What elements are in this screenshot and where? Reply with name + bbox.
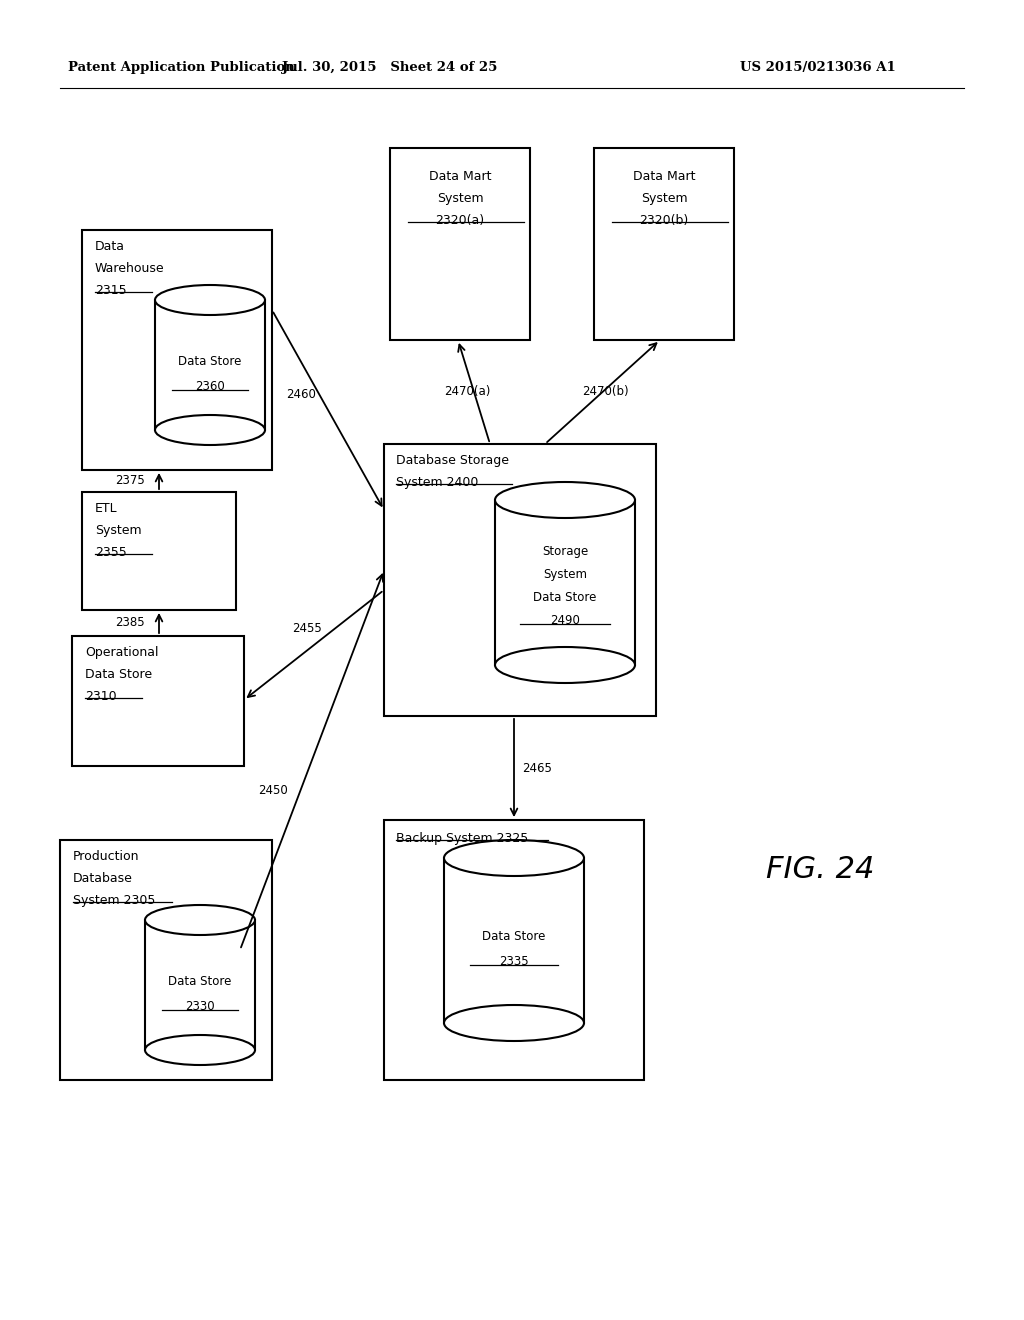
Text: Operational: Operational [85, 645, 159, 659]
Text: Data: Data [95, 240, 125, 253]
Bar [155, 300, 265, 430]
Text: 2375: 2375 [115, 474, 144, 487]
Text: Storage: Storage [542, 545, 588, 558]
Text: Database: Database [73, 873, 133, 884]
Text: Data Mart: Data Mart [429, 170, 492, 183]
Bar [384, 444, 656, 715]
Text: Data Store: Data Store [482, 931, 546, 942]
Text: System: System [95, 524, 141, 537]
Bar [495, 500, 635, 665]
Text: 2360: 2360 [196, 380, 225, 393]
Text: System 2305: System 2305 [73, 894, 156, 907]
Bar [82, 492, 236, 610]
Text: 2465: 2465 [522, 762, 552, 775]
Text: System: System [436, 191, 483, 205]
Bar [72, 636, 244, 766]
Text: 2355: 2355 [95, 546, 127, 558]
Bar [60, 840, 272, 1080]
Text: Data Mart: Data Mart [633, 170, 695, 183]
Text: 2310: 2310 [85, 690, 117, 704]
Text: FIG. 24: FIG. 24 [766, 855, 874, 884]
Text: System 2400: System 2400 [396, 477, 478, 488]
Text: 2460: 2460 [286, 388, 315, 401]
Text: Jul. 30, 2015   Sheet 24 of 25: Jul. 30, 2015 Sheet 24 of 25 [283, 62, 498, 74]
Text: Backup System 2325: Backup System 2325 [396, 832, 528, 845]
Text: 2450: 2450 [258, 784, 288, 796]
Text: Warehouse: Warehouse [95, 261, 165, 275]
Text: 2330: 2330 [185, 1001, 215, 1012]
Bar [82, 230, 272, 470]
Text: 2470(a): 2470(a) [444, 385, 490, 399]
Ellipse shape [155, 285, 265, 315]
Text: 2490: 2490 [550, 614, 580, 627]
Text: Database Storage: Database Storage [396, 454, 509, 467]
Text: System: System [543, 568, 587, 581]
Text: ETL: ETL [95, 502, 118, 515]
Text: Data Store: Data Store [85, 668, 153, 681]
Text: 2385: 2385 [115, 616, 144, 630]
Ellipse shape [145, 1035, 255, 1065]
Text: 2455: 2455 [292, 622, 322, 635]
Text: Data Store: Data Store [178, 355, 242, 368]
Text: Patent Application Publication: Patent Application Publication [68, 62, 295, 74]
Text: Production: Production [73, 850, 139, 863]
Text: Data Store: Data Store [534, 591, 597, 605]
Text: 2335: 2335 [499, 954, 528, 968]
Bar [594, 148, 734, 341]
Text: Data Store: Data Store [168, 975, 231, 987]
Bar [384, 820, 644, 1080]
Text: 2315: 2315 [95, 284, 127, 297]
Bar [444, 858, 584, 1023]
Text: 2320(b): 2320(b) [639, 214, 688, 227]
Ellipse shape [495, 647, 635, 682]
Text: System: System [641, 191, 687, 205]
Text: 2470(b): 2470(b) [582, 385, 629, 399]
Ellipse shape [155, 414, 265, 445]
Text: US 2015/0213036 A1: US 2015/0213036 A1 [740, 62, 896, 74]
Ellipse shape [444, 1005, 584, 1041]
Bar [390, 148, 530, 341]
Ellipse shape [444, 840, 584, 876]
Ellipse shape [145, 906, 255, 935]
Ellipse shape [495, 482, 635, 517]
Text: 2320(a): 2320(a) [435, 214, 484, 227]
Bar [145, 920, 255, 1049]
